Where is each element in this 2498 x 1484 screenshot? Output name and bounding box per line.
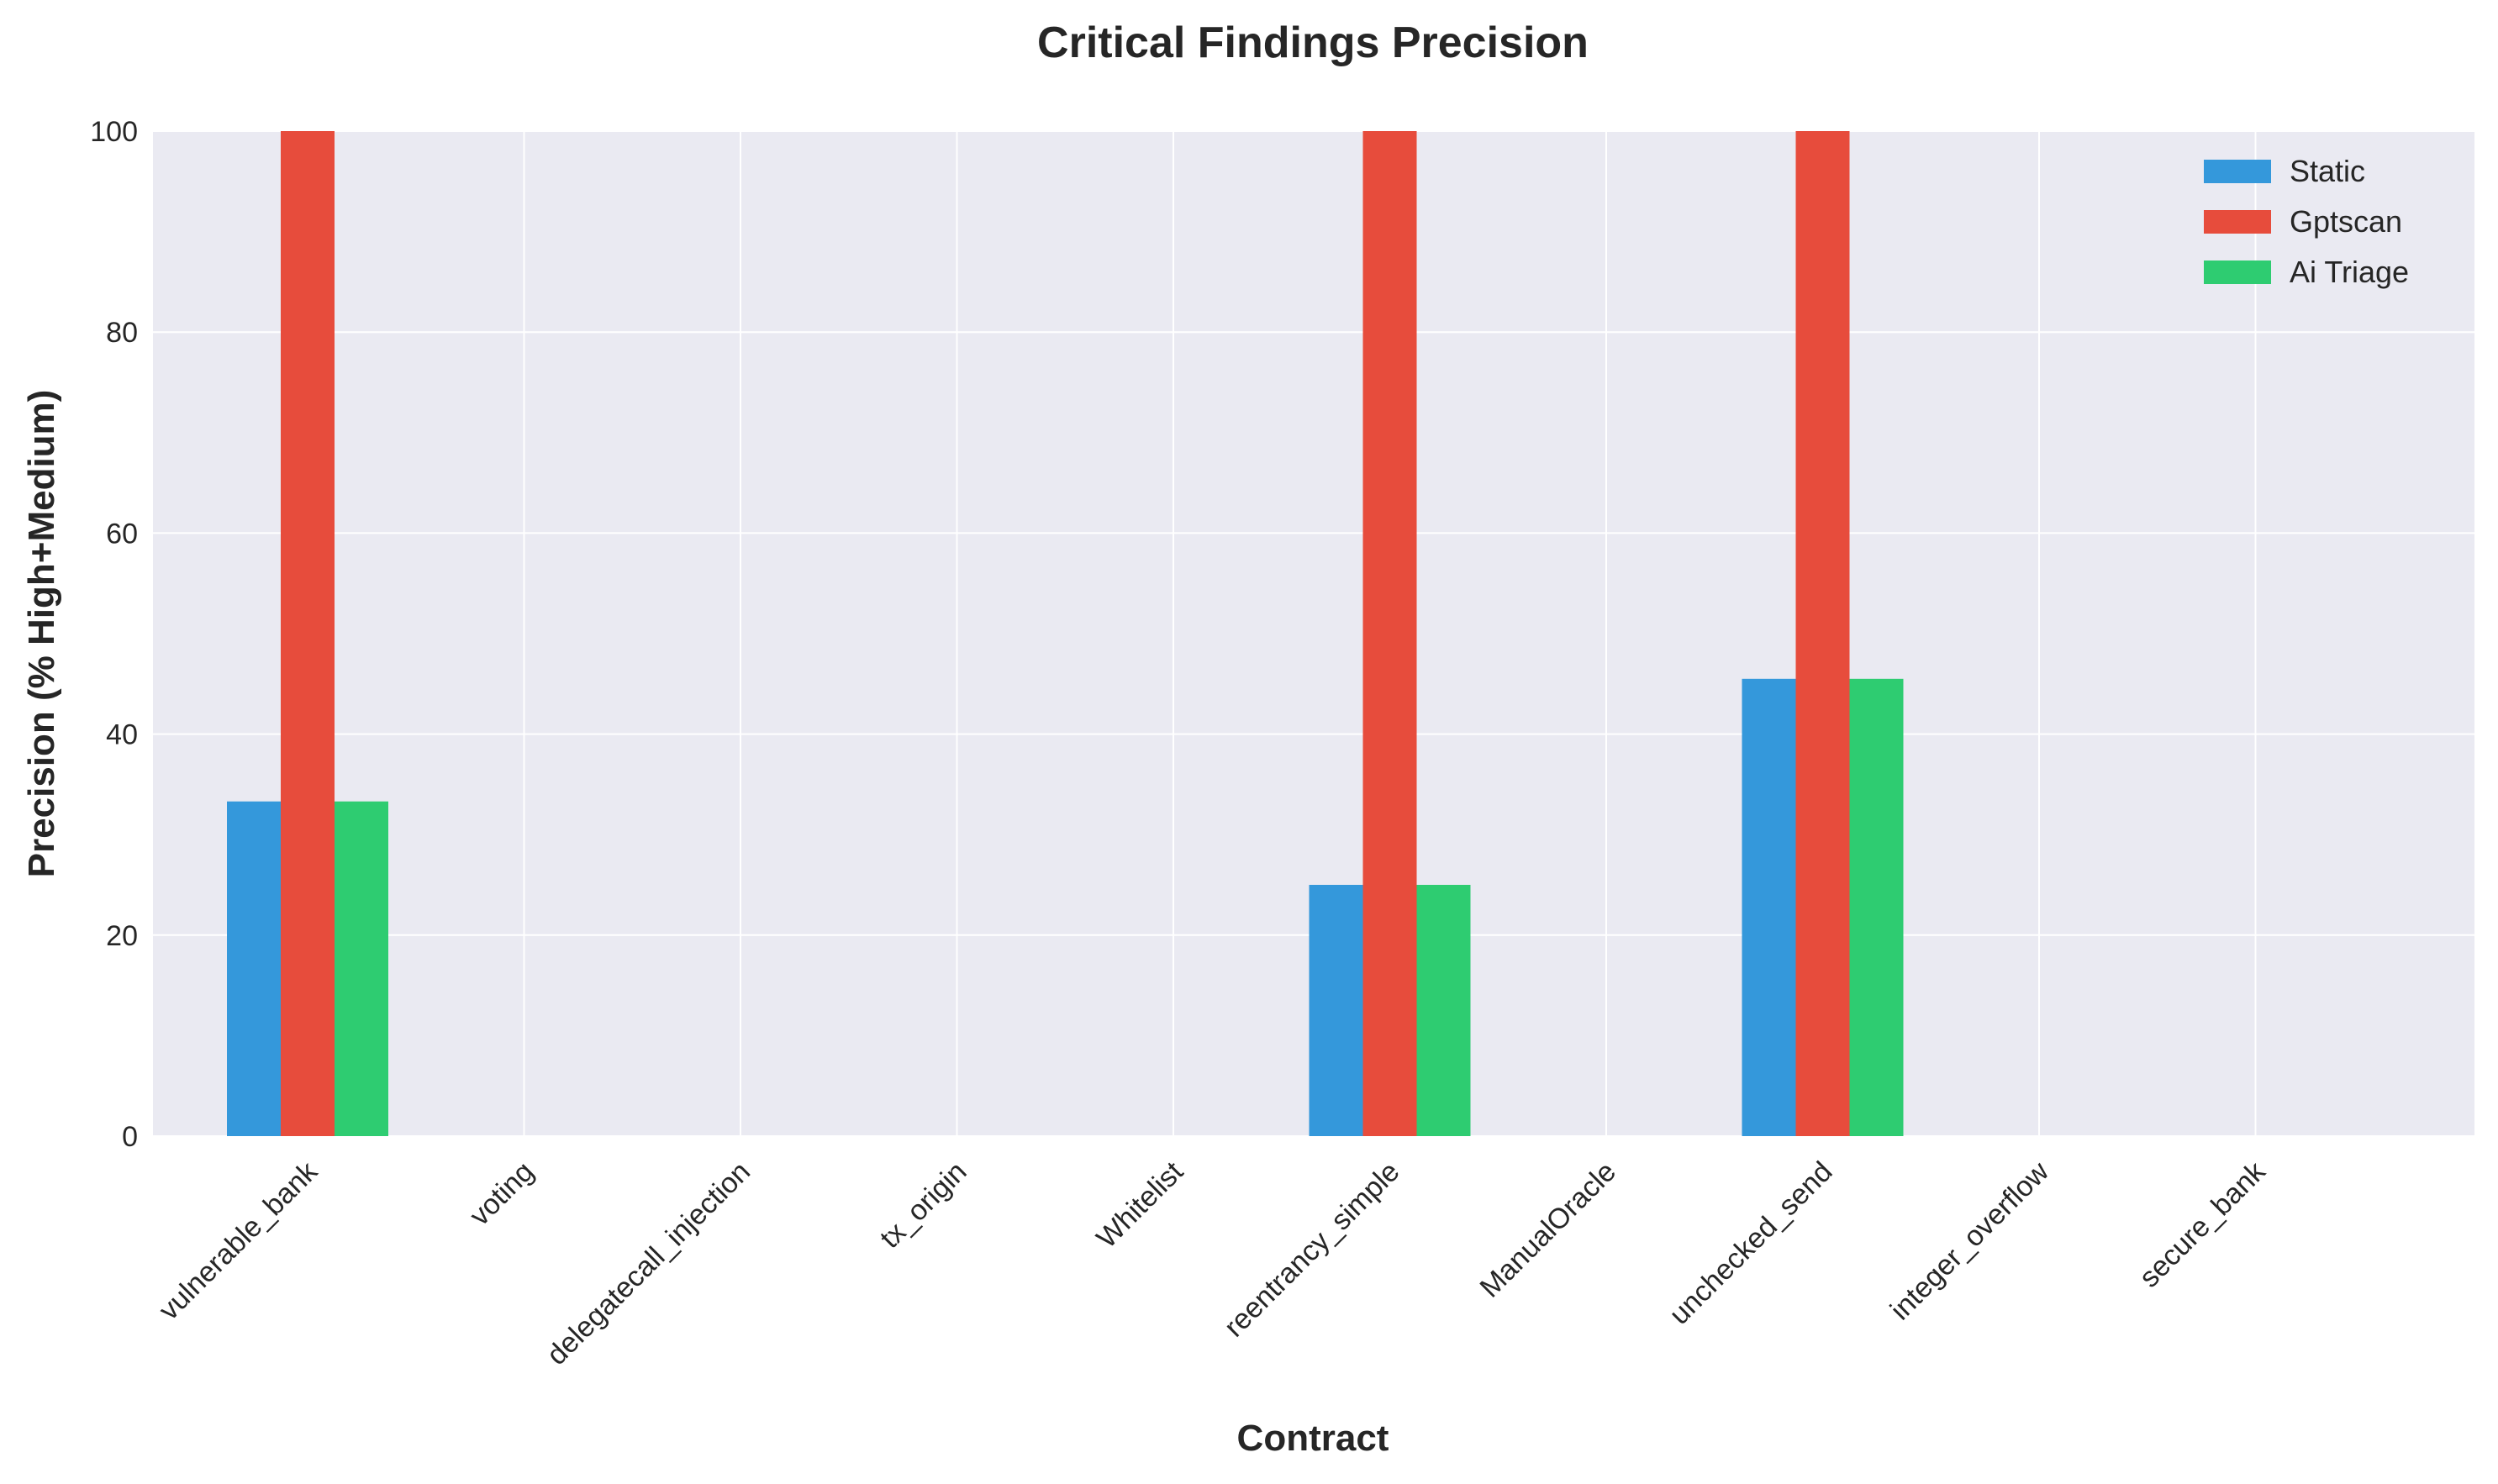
y-tick-label: 0 — [122, 1121, 138, 1153]
x-tick-label: voting — [464, 1155, 540, 1232]
legend-swatch-ai-triage — [2204, 260, 2271, 284]
x-tick-label: delegatecall_injection — [540, 1155, 756, 1371]
bar-ai-triage-0 — [335, 801, 388, 1136]
y-axis-title: Precision (% High+Medium) — [21, 390, 62, 878]
bar-gptscan-5 — [1362, 131, 1417, 1136]
x-tick-label: Whitelist — [1090, 1155, 1189, 1255]
legend-label-ai-triage: Ai Triage — [2290, 255, 2409, 289]
y-tick-label: 20 — [106, 920, 138, 952]
x-tick-label: integer_overflow — [1884, 1155, 2056, 1327]
y-tick-label: 80 — [106, 317, 138, 349]
x-tick-label: reentrancy_simple — [1218, 1155, 1405, 1343]
bar-ai-triage-5 — [1416, 885, 1471, 1136]
y-axis-ticks: 0 20 40 60 80 100 — [90, 116, 138, 1153]
legend-swatch-static — [2204, 160, 2271, 183]
legend-swatch-gptscan — [2204, 210, 2271, 234]
bar-static-0 — [227, 801, 281, 1136]
y-tick-label: 100 — [90, 116, 138, 148]
bar-gptscan-0 — [281, 131, 335, 1136]
x-axis-ticks: vulnerable_bank voting delegatecall_inject… — [153, 1155, 2273, 1371]
legend-label-gptscan: Gptscan — [2290, 204, 2402, 239]
x-tick-label: ManualOracle — [1474, 1155, 1623, 1304]
bar-gptscan-7 — [1795, 131, 1850, 1136]
bar-ai-triage-7 — [1849, 678, 1904, 1136]
x-tick-label: tx_origin — [874, 1155, 973, 1255]
x-axis-title: Contract — [1237, 1418, 1389, 1459]
chart-title: Critical Findings Precision — [1037, 18, 1589, 67]
bar-static-5 — [1309, 885, 1363, 1136]
y-tick-label: 40 — [106, 719, 138, 751]
x-tick-label: vulnerable_bank — [153, 1155, 324, 1326]
legend: Static Gptscan Ai Triage — [2204, 154, 2409, 289]
x-tick-label: unchecked_send — [1663, 1155, 1839, 1331]
bars-group — [227, 131, 1904, 1136]
bar-static-7 — [1742, 678, 1796, 1136]
x-tick-label: secure_bank — [2133, 1155, 2272, 1293]
legend-label-static: Static — [2290, 154, 2365, 188]
y-tick-label: 60 — [106, 518, 138, 550]
